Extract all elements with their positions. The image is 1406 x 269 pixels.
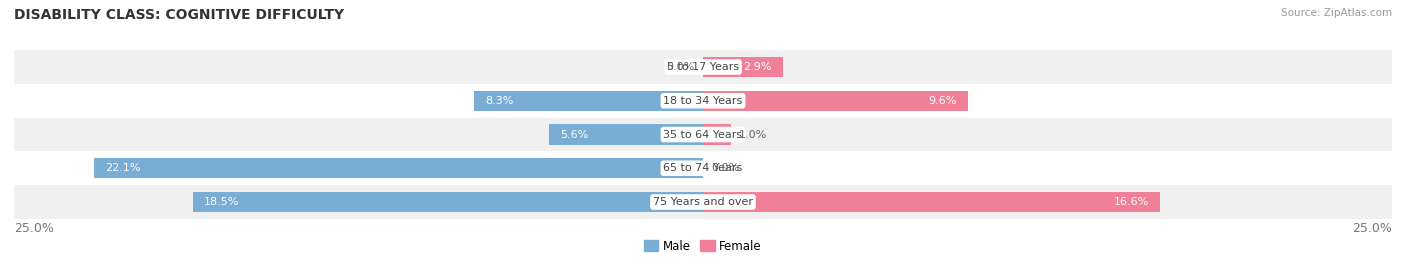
Text: 2.9%: 2.9% — [744, 62, 772, 72]
Text: 25.0%: 25.0% — [1353, 222, 1392, 235]
Text: 5.6%: 5.6% — [560, 129, 588, 140]
Bar — [703, 124, 731, 145]
Bar — [14, 185, 1392, 219]
Text: 5 to 17 Years: 5 to 17 Years — [666, 62, 740, 72]
Bar — [94, 158, 703, 178]
Text: 18 to 34 Years: 18 to 34 Years — [664, 96, 742, 106]
Bar — [703, 192, 1160, 212]
Text: 0.0%: 0.0% — [666, 62, 695, 72]
Bar — [703, 57, 783, 77]
Bar — [474, 91, 703, 111]
Bar — [14, 84, 1392, 118]
Bar — [548, 124, 703, 145]
Text: 25.0%: 25.0% — [14, 222, 53, 235]
Bar — [193, 192, 703, 212]
Bar — [14, 151, 1392, 185]
Text: 22.1%: 22.1% — [105, 163, 141, 173]
Text: 16.6%: 16.6% — [1114, 197, 1150, 207]
Bar — [14, 50, 1392, 84]
Text: Source: ZipAtlas.com: Source: ZipAtlas.com — [1281, 8, 1392, 18]
Text: 1.0%: 1.0% — [738, 129, 768, 140]
Text: 35 to 64 Years: 35 to 64 Years — [664, 129, 742, 140]
Bar — [703, 91, 967, 111]
Text: 65 to 74 Years: 65 to 74 Years — [664, 163, 742, 173]
Text: 75 Years and over: 75 Years and over — [652, 197, 754, 207]
Text: 9.6%: 9.6% — [928, 96, 956, 106]
Text: 0.0%: 0.0% — [711, 163, 740, 173]
Bar — [14, 118, 1392, 151]
Text: DISABILITY CLASS: COGNITIVE DIFFICULTY: DISABILITY CLASS: COGNITIVE DIFFICULTY — [14, 8, 344, 22]
Legend: Male, Female: Male, Female — [644, 240, 762, 253]
Text: 18.5%: 18.5% — [204, 197, 239, 207]
Text: 8.3%: 8.3% — [485, 96, 513, 106]
